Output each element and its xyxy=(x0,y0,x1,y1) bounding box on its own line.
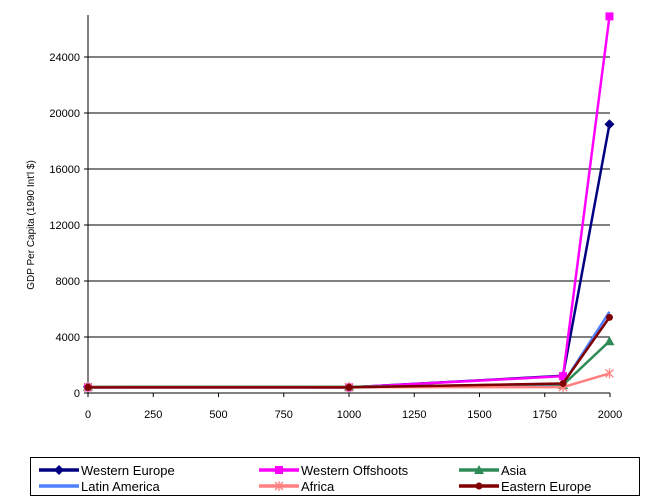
y-tick-label: 24000 xyxy=(49,52,80,64)
data-point xyxy=(605,12,614,21)
x-tick-label: 1750 xyxy=(533,409,557,421)
gdp-chart: 0 4000 8000 12000 16000 20000 24000 0 250 500 750… xyxy=(26,12,622,421)
data-point xyxy=(475,482,483,490)
legend: Western Europe Western Offshoots Asia Latin… xyxy=(30,457,640,496)
data-point xyxy=(605,313,613,321)
series-line xyxy=(88,340,611,388)
y-tick-label: 16000 xyxy=(49,164,80,176)
data-point xyxy=(274,481,284,491)
x-tick-label: 250 xyxy=(144,409,162,421)
x-tick-label: 0 xyxy=(85,409,91,421)
legend-label: Western Europe xyxy=(81,463,175,478)
y-tick-labels: 0 4000 8000 12000 16000 20000 24000 xyxy=(49,52,80,400)
y-axis-label: GDP Per Capita (1990 Int'l $) xyxy=(26,160,37,290)
x-tick-label: 750 xyxy=(275,409,293,421)
legend-label: Africa xyxy=(301,479,335,494)
legend-item: Western Offshoots xyxy=(259,463,409,478)
data-point xyxy=(474,465,484,474)
x-tick-labels: 0 250 500 750 1000 1250 1500 1750 2000 xyxy=(85,409,622,421)
x-tick-label: 2000 xyxy=(598,409,622,421)
legend-item: Asia xyxy=(459,463,527,478)
y-tick-label: 0 xyxy=(74,388,80,400)
x-tick-label: 1250 xyxy=(402,409,426,421)
series-line xyxy=(88,311,611,389)
data-point xyxy=(345,383,353,391)
series-line xyxy=(88,16,611,389)
series-lines xyxy=(83,12,615,393)
legend-item: Western Europe xyxy=(39,463,175,478)
series-western-offshoots xyxy=(84,12,614,392)
data-point xyxy=(275,466,283,474)
series-eastern-europe xyxy=(84,313,613,391)
series-line xyxy=(87,123,611,389)
data-point xyxy=(604,336,615,346)
x-tick-label: 1000 xyxy=(337,409,361,421)
series-western-europe xyxy=(83,119,615,393)
y-tick-label: 20000 xyxy=(49,108,80,120)
x-tick-label: 500 xyxy=(209,409,227,421)
series-latin-america xyxy=(88,311,611,389)
legend-label: Western Offshoots xyxy=(301,463,409,478)
legend-item: Latin America xyxy=(39,479,161,494)
legend-item: Africa xyxy=(259,479,335,494)
data-point xyxy=(54,465,64,475)
axes xyxy=(84,15,611,397)
legend-item: Eastern Europe xyxy=(459,479,591,494)
legend-label: Latin America xyxy=(81,479,161,494)
y-tick-label: 12000 xyxy=(49,220,80,232)
legend-label: Asia xyxy=(501,463,527,478)
x-tick-label: 1500 xyxy=(467,409,491,421)
data-point xyxy=(559,372,568,381)
legend-label: Eastern Europe xyxy=(501,479,591,494)
data-point xyxy=(605,368,614,379)
series-line xyxy=(88,316,611,389)
y-tick-label: 4000 xyxy=(56,332,80,344)
data-point xyxy=(84,383,92,391)
data-point xyxy=(559,379,567,387)
data-point xyxy=(604,119,615,130)
y-tick-label: 8000 xyxy=(56,276,80,288)
gridlines xyxy=(88,56,610,338)
